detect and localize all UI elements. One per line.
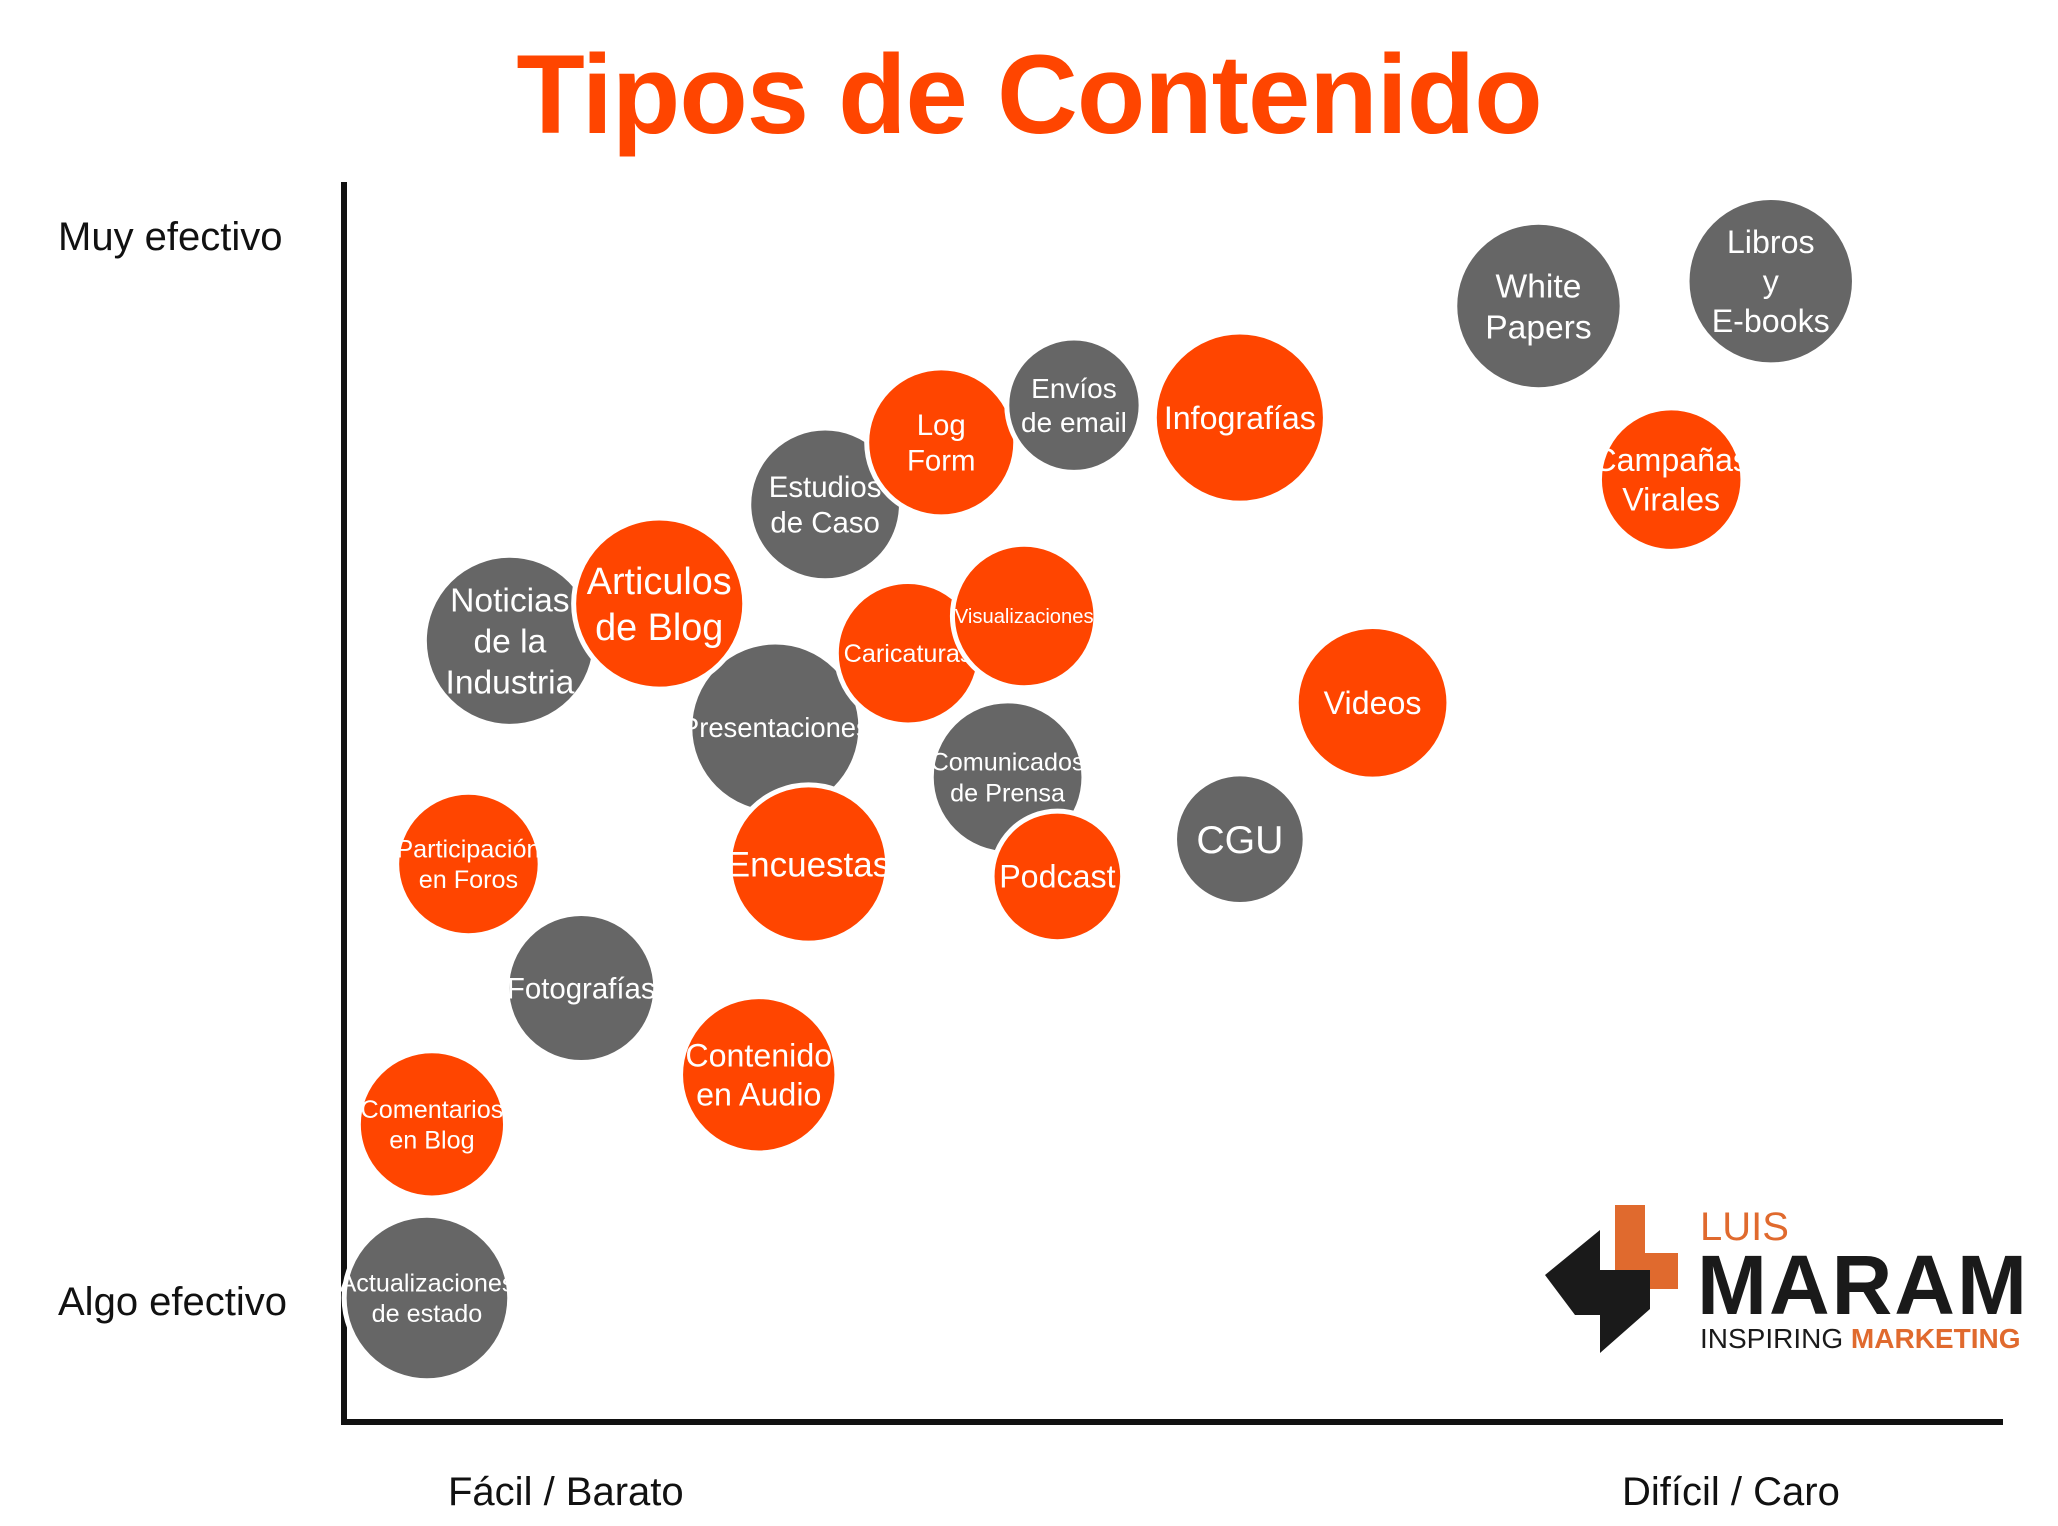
bubble-label: Articulos de Blog	[587, 561, 732, 649]
bubble-label: Contenido en Audio	[685, 1037, 832, 1112]
bubble: Podcast	[989, 808, 1126, 945]
bubble-label: Log Form	[907, 409, 976, 478]
bubble-circle	[1004, 335, 1144, 475]
bubble-label: Actualizaciones de estado	[339, 1269, 514, 1328]
bubble-circle	[1596, 405, 1746, 554]
bubble: White Papers	[1452, 219, 1625, 393]
bubble: Libros y E-books	[1684, 194, 1857, 368]
bubble-label: Videos	[1324, 685, 1422, 721]
logo-tagline: INSPIRING MARKETING	[1700, 1323, 2020, 1355]
bubble-circle	[726, 782, 891, 946]
bubble-label: Encuestas	[727, 845, 890, 884]
y-axis-bottom-label: Algo efectivo	[58, 1280, 288, 1324]
bubble: Infografías	[1151, 329, 1328, 506]
x-axis-left-label: Fácil / Barato	[448, 1470, 684, 1514]
bubble: Contenido en Audio	[678, 994, 840, 1156]
bubble-label: Campañas Virales	[1593, 442, 1749, 517]
x-axis-right-label: Difícil / Caro	[1622, 1470, 1840, 1514]
bubble: Estudios de Caso	[746, 425, 904, 584]
bubble-circle	[989, 808, 1126, 945]
bubble: Actualizaciones de estado	[339, 1212, 514, 1384]
bubble-label: Libros y E-books	[1712, 224, 1830, 339]
bubble-label: Caricaturas	[844, 640, 973, 668]
bubble-circle	[394, 789, 543, 939]
bubble: Noticias de la Industria	[421, 552, 598, 729]
bubble: Participación en Foros	[394, 789, 543, 939]
brand-logo: LUIS MARAM INSPIRING MARKETING	[1545, 1205, 2027, 1355]
bubble-label: Noticias de la Industria	[446, 583, 575, 702]
bubble-circle	[678, 994, 840, 1156]
bubble: Log Form	[864, 365, 1019, 520]
bubble-label: Estudios de Caso	[769, 471, 882, 540]
bubble-circle	[1293, 623, 1452, 782]
bubble-label: Participación en Foros	[396, 835, 540, 894]
bubble: Comentarios en Blog	[355, 1048, 509, 1201]
bubble-label: Fotografías	[507, 972, 656, 1005]
bubble-circle	[949, 541, 1099, 691]
bubble: Videos	[1293, 623, 1452, 782]
y-axis-top-label: Muy efectivo	[58, 215, 283, 259]
logo-mark-icon	[1545, 1205, 1678, 1353]
logo-tag-bold: MARKETING	[1850, 1323, 2021, 1354]
bubble-label: Podcast	[999, 859, 1115, 895]
bubble-circle	[341, 1212, 513, 1384]
logo-tag-normal: INSPIRING	[1700, 1323, 1844, 1354]
bubble-label: Infografías	[1164, 400, 1316, 436]
bubble-circle	[1151, 329, 1328, 506]
bubble-label: Presentaciones	[681, 712, 870, 743]
bubble-circle	[864, 365, 1019, 520]
bubble-label: Visualizaciones	[955, 606, 1094, 628]
bubble: CGU	[1172, 771, 1308, 908]
chart-title: Tipos de Contenido	[516, 32, 1542, 157]
bubble-label: CGU	[1196, 819, 1283, 862]
bubbles-group: Actualizaciones de estado Comentarios en Bl…	[339, 194, 1857, 1384]
bubble: Visualizaciones	[949, 541, 1099, 691]
bubble-circle	[571, 515, 748, 692]
bubble-label: Comentarios en Blog	[361, 1096, 504, 1155]
bubble-circle	[504, 910, 659, 1066]
bubble-label: Comunicados de Prensa	[931, 749, 1085, 808]
bubble-label: Envíos de email	[1021, 373, 1127, 438]
bubble-circle	[1172, 771, 1308, 908]
logo-line2: MARAM	[1697, 1238, 2029, 1332]
bubble: Campañas Virales	[1593, 405, 1749, 554]
bubble-circle	[355, 1048, 509, 1201]
bubble: Fotografías	[504, 910, 659, 1066]
logo-line1: LUIS	[1700, 1205, 1789, 1249]
bubble-circle	[1452, 219, 1625, 393]
bubble: Articulos de Blog	[571, 515, 748, 692]
bubble: Encuestas	[726, 782, 891, 946]
bubble-circle	[1684, 194, 1857, 368]
bubble: Envíos de email	[1004, 335, 1144, 475]
bubble-label: White Papers	[1485, 268, 1591, 346]
